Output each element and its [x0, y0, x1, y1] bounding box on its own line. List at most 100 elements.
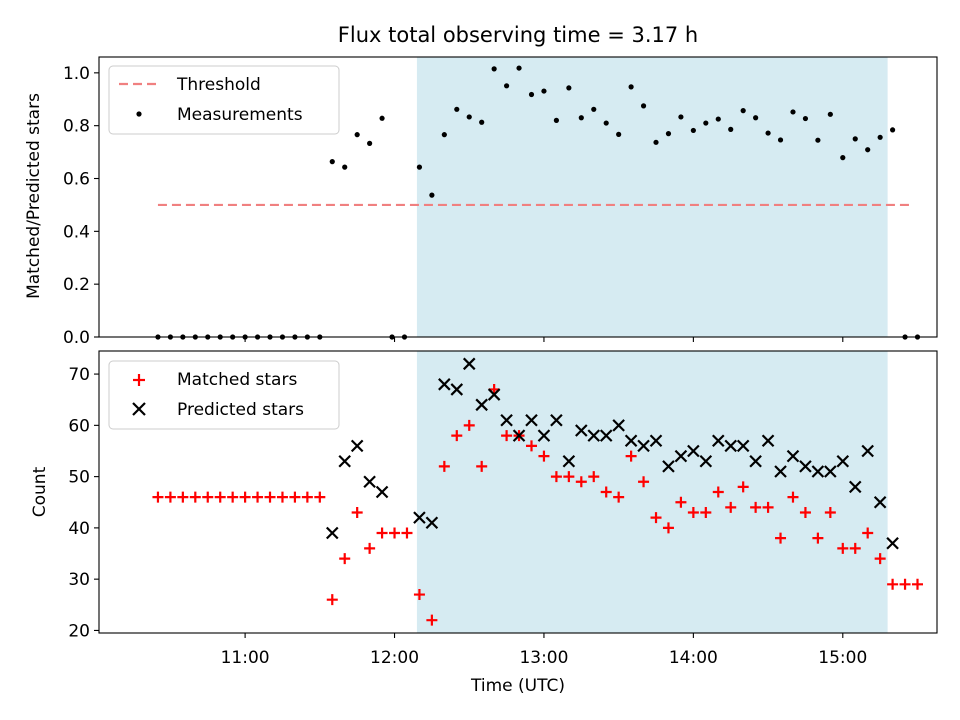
predicted-stars-point	[886, 536, 899, 550]
measurement-point	[441, 132, 447, 138]
predicted-stars-point	[699, 454, 713, 468]
x-axis-label: Time (UTC)	[470, 676, 565, 696]
matched-stars-point	[563, 471, 575, 483]
matched-stars-point	[600, 486, 612, 498]
predicted-stars-point	[425, 516, 439, 530]
predicted-stars-point	[649, 434, 663, 448]
matched-stars-point	[712, 486, 724, 498]
measurement-point	[852, 136, 858, 142]
matched-stars-point	[787, 491, 799, 503]
x-tick-label: 15:00	[818, 648, 867, 668]
matched-stars-point	[899, 578, 911, 590]
predicted-stars-point	[711, 434, 725, 448]
measurement-point	[603, 120, 609, 126]
predicted-stars-point	[487, 388, 501, 401]
legend-threshold-label: Threshold	[176, 75, 261, 95]
predicted-stars-point	[824, 465, 837, 478]
predicted-stars-point	[375, 485, 389, 499]
predicted-stars-point	[724, 439, 738, 453]
matched-stars-point	[824, 507, 836, 519]
matched-stars-point	[700, 507, 712, 519]
matched-stars-point	[401, 527, 413, 539]
measurement-point	[777, 137, 784, 143]
matched-stars-point	[662, 522, 674, 534]
measurements-series	[155, 65, 921, 340]
measurement-point	[503, 83, 510, 89]
predicted-stars-point	[799, 460, 812, 473]
matched-stars-point	[426, 614, 438, 626]
predicted-stars-point	[811, 465, 825, 478]
bottom-y-tick-label: 40	[68, 519, 90, 539]
measurement-point	[877, 134, 883, 140]
measurement-point	[491, 66, 497, 72]
matched-stars-point	[463, 419, 475, 431]
matched-stars-point	[389, 527, 401, 539]
matched-stars-point	[264, 491, 276, 503]
matched-stars-point	[189, 491, 201, 503]
bottom-y-tick-label: 30	[68, 570, 90, 590]
predicted-stars-point	[786, 449, 800, 463]
measurement-point	[653, 139, 659, 145]
chart-title: Flux total observing time = 3.17 h	[338, 23, 698, 47]
measurement-point	[753, 115, 759, 121]
matched-stars-point	[887, 578, 899, 590]
predicted-stars-point	[662, 460, 675, 473]
predicted-stars-point	[525, 413, 538, 427]
measurement-point	[715, 116, 721, 122]
measurement-point	[516, 65, 522, 71]
legend-matched-label: Matched stars	[177, 370, 297, 390]
measurement-point	[379, 115, 385, 121]
top-y-axis-label: Matched/Predicted stars	[24, 93, 44, 299]
matched-stars-point	[289, 491, 301, 503]
predicted-stars-point	[450, 383, 464, 396]
matched-stars-point	[762, 501, 774, 513]
measurement-point	[429, 192, 435, 198]
matched-stars-point	[812, 532, 824, 544]
top-y-tick-label: 0.4	[63, 222, 90, 242]
top-panel: 0.0 0.2 0.4 0.6 0.8 1.0 Matched/Predicted sta…	[24, 56, 938, 348]
bottom-observing-window	[416, 351, 888, 633]
matched-stars-point	[625, 450, 637, 462]
matched-stars-point	[862, 527, 874, 539]
bottom-y-tick-label: 20	[68, 621, 90, 641]
matched-stars-point	[799, 507, 811, 519]
matched-stars-point	[575, 476, 587, 488]
matched-stars-point	[550, 471, 562, 483]
matched-stars-point	[326, 594, 338, 606]
matched-stars-point	[413, 589, 425, 601]
predicted-stars-point	[363, 475, 376, 489]
measurement-point	[765, 130, 771, 136]
predicted-stars-point	[674, 449, 688, 463]
measurement-point	[553, 117, 560, 123]
predicted-stars-point	[338, 454, 351, 468]
predicted-stars-point	[350, 439, 364, 453]
measurement-point	[329, 159, 335, 165]
predicted-stars-point	[587, 429, 601, 442]
bottom-y-axis-ticks: 20 30 40 50 60 70	[68, 365, 99, 641]
matched-stars-point	[314, 491, 326, 503]
measurement-point	[865, 147, 871, 153]
measurement-point	[889, 127, 896, 133]
matched-stars-point	[276, 491, 288, 503]
predicted-stars-point	[873, 495, 887, 509]
measurement-point	[541, 88, 547, 94]
matched-stars-point	[501, 430, 513, 442]
predicted-stars-point	[599, 429, 613, 442]
bottom-panel: 20 30 40 50 60 70 11:00 12:00 13:00 14:00 15:00 C…	[30, 350, 938, 696]
matched-stars-point	[538, 450, 550, 462]
bottom-y-axis-label: Count	[30, 466, 50, 517]
measurement-point	[790, 109, 796, 115]
bottom-legend: Matched stars Predicted stars	[108, 360, 340, 430]
legend-predicted-swatch	[132, 402, 146, 416]
matched-stars-point	[638, 476, 650, 488]
predicted-stars-point	[550, 413, 563, 427]
measurement-point	[354, 132, 360, 138]
measurement-point	[466, 114, 472, 120]
predicted-stars-point	[575, 424, 588, 437]
matched-stars-point	[912, 578, 924, 590]
matched-stars-point	[849, 542, 861, 554]
matched-stars-point	[451, 430, 463, 442]
matched-stars-point	[177, 491, 189, 503]
matched-stars-point	[588, 471, 600, 483]
